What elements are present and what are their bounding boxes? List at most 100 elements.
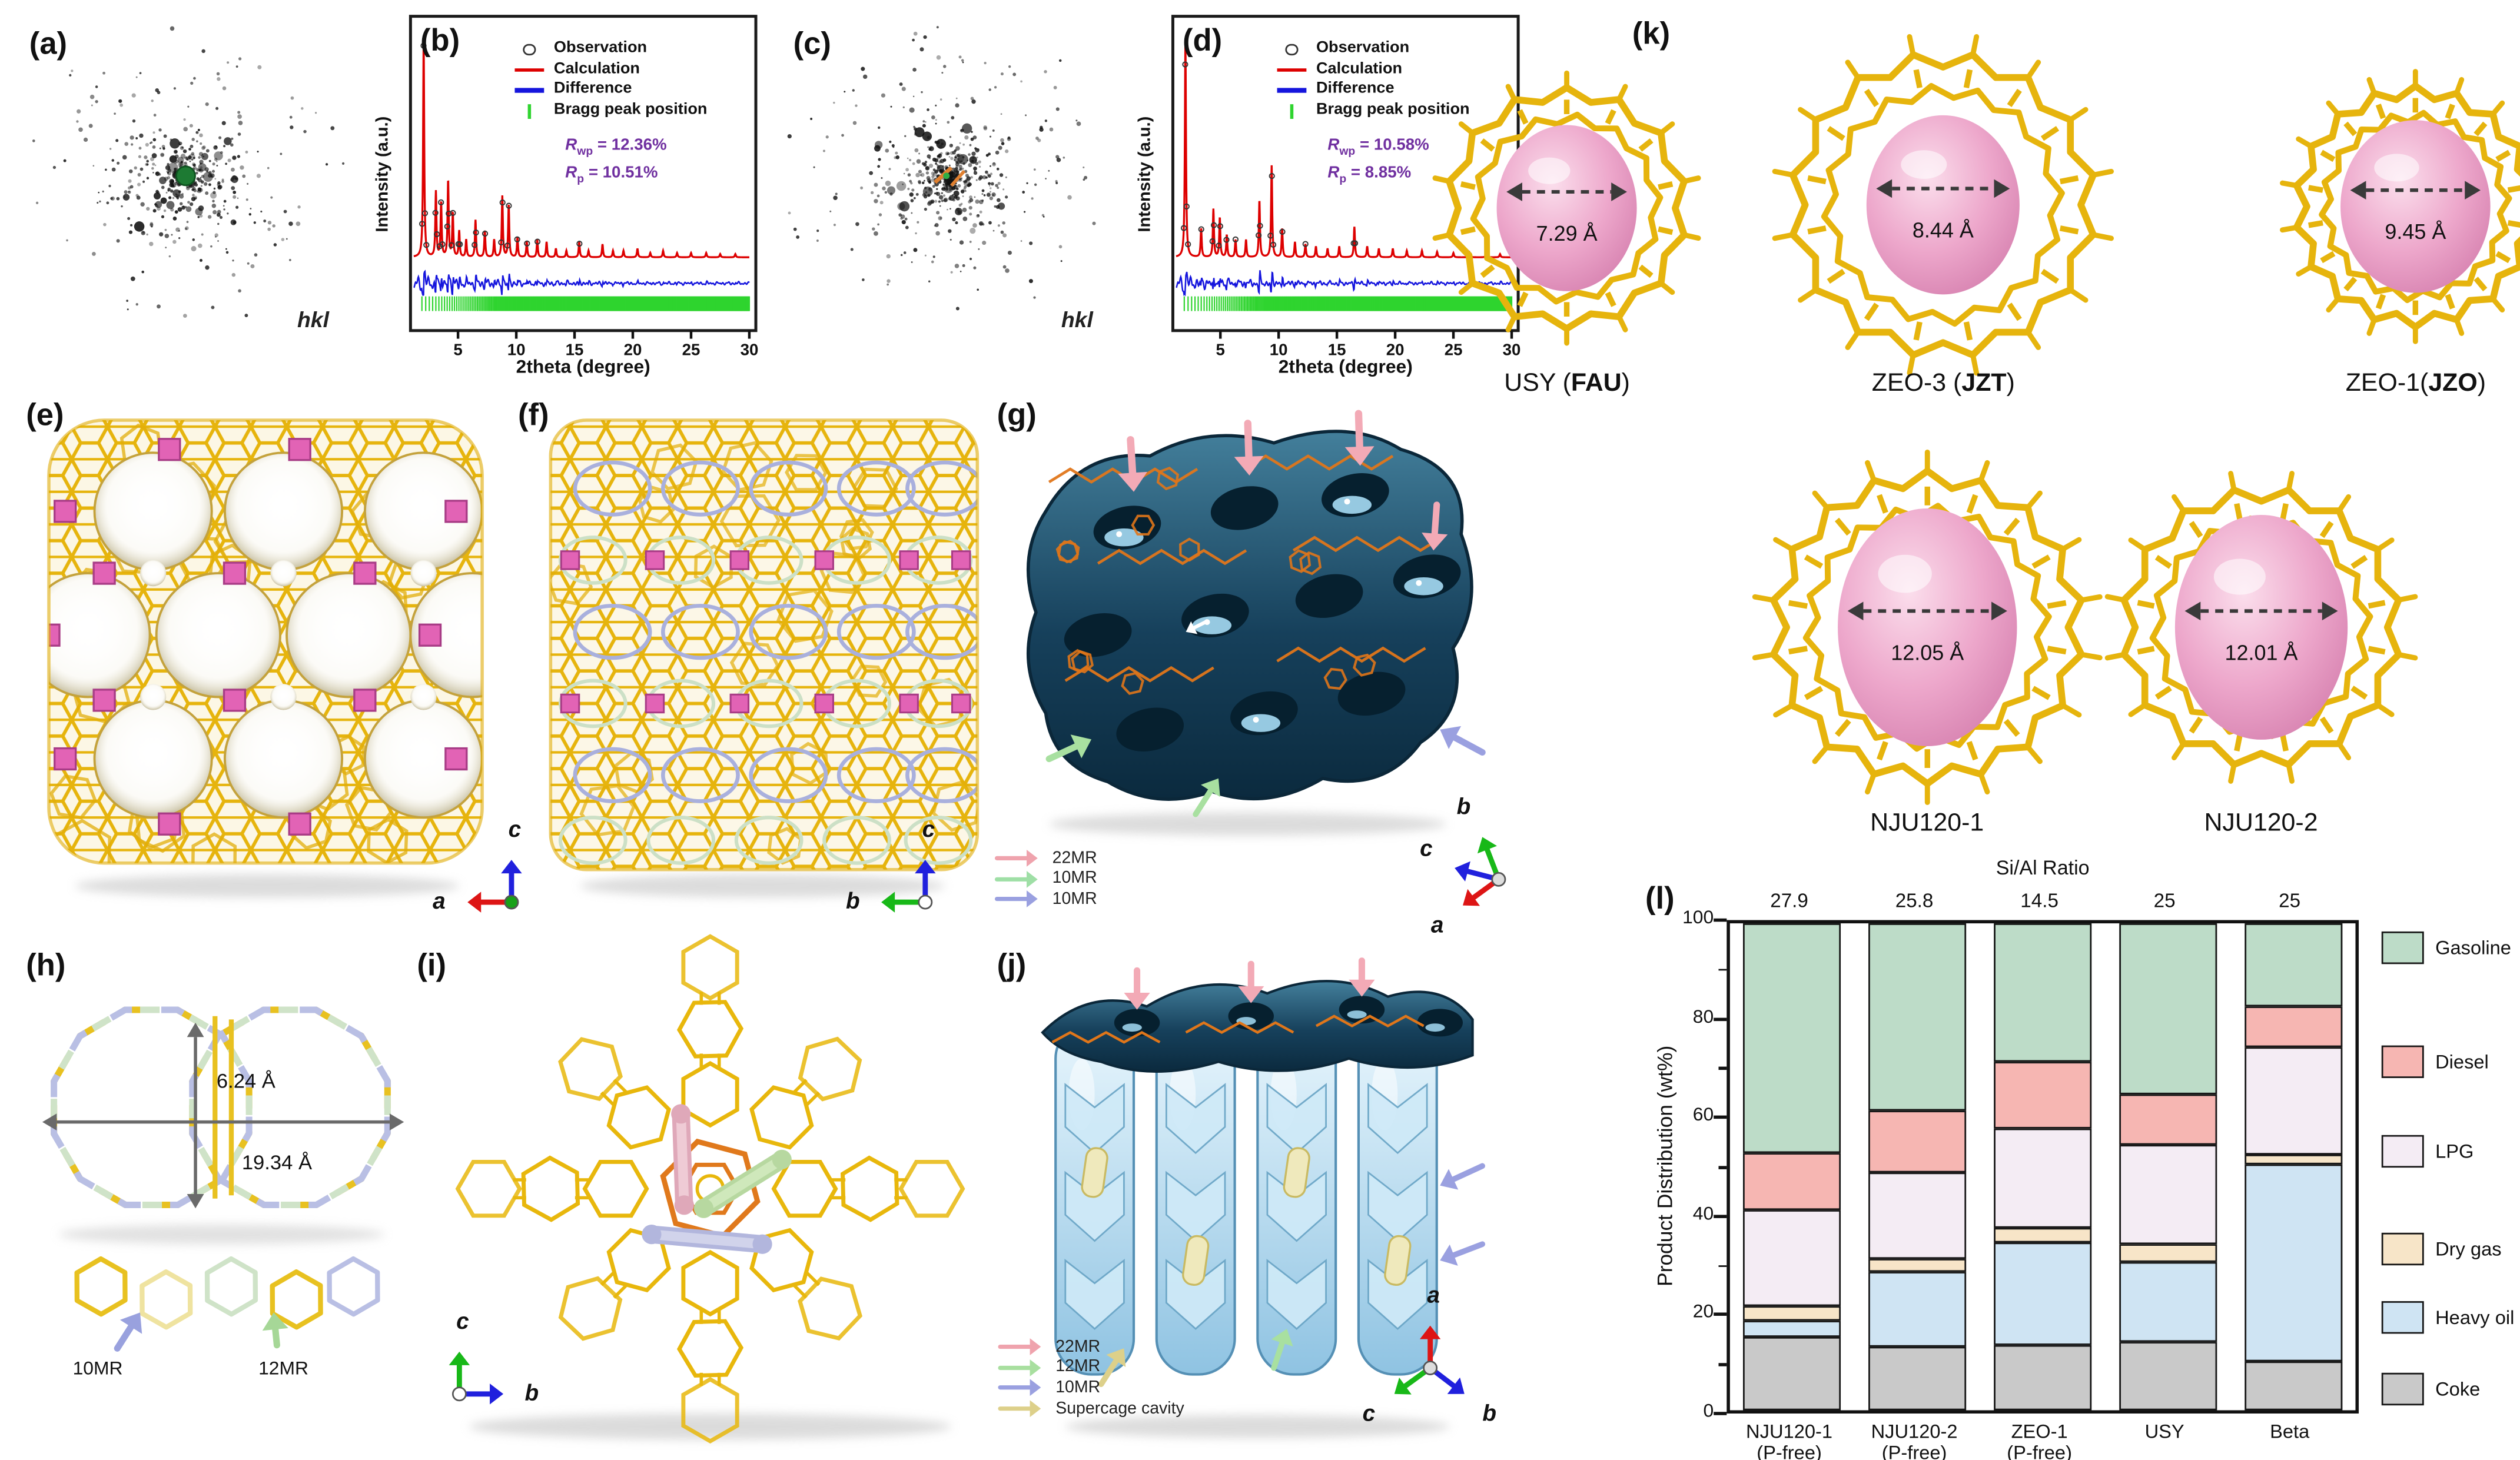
- svg-text:9.45 Å: 9.45 Å: [2385, 220, 2446, 244]
- arrow-icon: [998, 1338, 1041, 1356]
- svg-text:20: 20: [1386, 340, 1405, 358]
- legend-swatch: [2381, 1135, 2424, 1168]
- bar-segment-NJU120-1-heavy-oil: [1744, 1320, 1842, 1338]
- tick-symbol: [527, 104, 532, 119]
- stacked-bar-plot: [1727, 920, 2359, 1414]
- legend-label: 12MR: [1055, 1359, 1101, 1377]
- svg-text:10: 10: [1270, 340, 1288, 358]
- line-symbol: [1277, 68, 1307, 72]
- bar-segment-Beta-heavy-oil: [2244, 1164, 2342, 1362]
- bar-segment-Beta-dry-gas: [2244, 1155, 2342, 1165]
- hkl-label-c: hkl: [1061, 308, 1093, 332]
- category-sublabel-ZEO-1: (P-free): [2007, 1441, 2072, 1460]
- svg-text:7.29 Å: 7.29 Å: [1536, 222, 1598, 246]
- svg-text:c: c: [509, 817, 522, 842]
- legend-label: LPG: [2435, 1140, 2474, 1163]
- legend-label: Calculation: [553, 59, 640, 78]
- bar-segment-USY-lpg: [2119, 1145, 2217, 1245]
- y-minor-tick: [1718, 1363, 1727, 1366]
- axis-gizmo-e: ca: [433, 817, 522, 914]
- arrow-icon: [998, 1379, 1041, 1397]
- y-tick-label-80: 80: [1692, 1007, 1714, 1027]
- legend-item-supercage-cavity: Supercage cavity: [997, 1398, 1184, 1419]
- xrd-legend-b: Observation Calculation Difference Bragg pe…: [513, 39, 707, 122]
- y-tick-label-0: 0: [1703, 1402, 1714, 1422]
- si-al-value-3: 25: [2153, 889, 2176, 912]
- legend-entry-lpg: LPG: [2381, 1135, 2474, 1168]
- si-al-ratio-title: Si/Al Ratio: [1996, 856, 2090, 880]
- x-axis-label-b: 2theta (degree): [516, 358, 650, 378]
- panel-label-f: (f): [517, 398, 549, 434]
- rp-value: = 8.85%: [1350, 164, 1412, 182]
- svg-text:c: c: [1363, 1401, 1376, 1426]
- y-tick-mark: [1714, 1017, 1727, 1020]
- svg-text:5: 5: [1216, 340, 1225, 358]
- panel-label-g: (g): [997, 398, 1037, 434]
- y-tick-label-20: 20: [1692, 1303, 1714, 1323]
- bar-segment-NJU120-2-coke: [1868, 1346, 1967, 1411]
- panel-label-d: (d): [1183, 24, 1223, 59]
- y-tick-label-100: 100: [1682, 909, 1714, 929]
- bar-segment-USY-coke: [2119, 1342, 2217, 1411]
- xrd-legend-d: Observation Calculation Difference Bragg pe…: [1276, 39, 1470, 121]
- svg-text:a: a: [433, 889, 446, 914]
- legend-entry-coke: Coke: [2381, 1372, 2480, 1406]
- arrow-icon: [998, 1400, 1041, 1418]
- svg-text:10MR: 10MR: [73, 1358, 123, 1379]
- panel-label-e: (e): [26, 398, 64, 434]
- bar-segment-Beta-lpg: [2244, 1047, 2342, 1155]
- y-minor-tick: [1718, 1265, 1727, 1268]
- pore-ring-label-3: NJU120-1: [1870, 809, 1984, 837]
- svg-text:30: 30: [741, 340, 759, 358]
- svg-text:30: 30: [1503, 340, 1521, 358]
- bar-segment-ZEO-1-lpg: [1994, 1128, 2092, 1228]
- ring-arrow-legend-g: 22MR 10MR 10MR: [994, 849, 1097, 910]
- line-symbol: [514, 68, 544, 72]
- legend-entry-diesel: Diesel: [2381, 1045, 2489, 1078]
- legend-label: Observation: [1316, 39, 1410, 57]
- legend-item-10mr: 10MR: [997, 1378, 1184, 1399]
- legend-label: Observation: [553, 39, 648, 57]
- category-label-Beta: Beta: [2270, 1420, 2310, 1443]
- framework-structure-f: [549, 418, 980, 897]
- svg-text:b: b: [1482, 1401, 1496, 1426]
- svg-text:b: b: [525, 1381, 539, 1406]
- svg-text:12MR: 12MR: [258, 1358, 308, 1379]
- y-minor-tick: [1718, 1166, 1727, 1169]
- category-label-NJU120-2: NJU120-2: [1871, 1420, 1958, 1443]
- legend-item-bragg-peak-position: Bragg peak position: [513, 101, 707, 122]
- category-label-ZEO-1: ZEO-1: [2011, 1420, 2068, 1443]
- y-axis-label-d: Intensity (a.u.): [1135, 116, 1156, 232]
- bar-segment-NJU120-1-diesel: [1744, 1152, 1842, 1211]
- category-sublabel-NJU120-2: (P-free): [1881, 1441, 1947, 1460]
- bar-segment-Beta-diesel: [2244, 1006, 2342, 1048]
- bar-segment-NJU120-2-lpg: [1868, 1172, 1967, 1259]
- bar-segment-USY-diesel: [2119, 1093, 2217, 1145]
- pore-ring-NJU120-2: 12.01 Å: [2104, 470, 2418, 784]
- legend-label: Calculation: [1316, 59, 1403, 78]
- legend-label: 10MR: [1052, 870, 1097, 889]
- axis-gizmo-f: cb: [846, 817, 936, 914]
- svg-text:6.24 Å: 6.24 Å: [217, 1070, 275, 1093]
- channel-surface-j: [1041, 957, 1486, 1438]
- panel-label-a: (a): [29, 28, 68, 62]
- bar-segment-NJU120-2-gasoline: [1868, 923, 1967, 1111]
- cage-dimensions-h: 6.24 Å 19.34 Å: [42, 1006, 404, 1245]
- pore-ring-NJU120-1: 12.05 Å: [1752, 449, 2103, 805]
- panel-label-j: (j): [997, 949, 1027, 984]
- y-axis-label-b: Intensity (a.u.): [373, 116, 393, 232]
- panel-c-diffraction: (c) hkl: [776, 9, 1116, 349]
- rp-value: = 10.51%: [588, 164, 658, 182]
- y-tick-mark: [1714, 918, 1727, 922]
- y-minor-tick: [1718, 1067, 1727, 1070]
- legend-item-22mr: 22MR: [994, 849, 1097, 869]
- r-factors-b: Rwp = 12.36% Rp = 10.51%: [565, 137, 666, 190]
- channel-surface-g: [1027, 410, 1486, 836]
- legend-item-10mr: 10MR: [994, 869, 1097, 890]
- legend-entry-gasoline: Gasoline: [2381, 931, 2511, 965]
- rwp-subscript: wp: [1339, 147, 1356, 158]
- legend-label: Supercage cavity: [1055, 1399, 1184, 1418]
- svg-text:12.05 Å: 12.05 Å: [1891, 640, 1964, 664]
- category-sublabel-NJU120-1: (P-free): [1757, 1441, 1822, 1460]
- legend-label: Gasoline: [2435, 936, 2511, 959]
